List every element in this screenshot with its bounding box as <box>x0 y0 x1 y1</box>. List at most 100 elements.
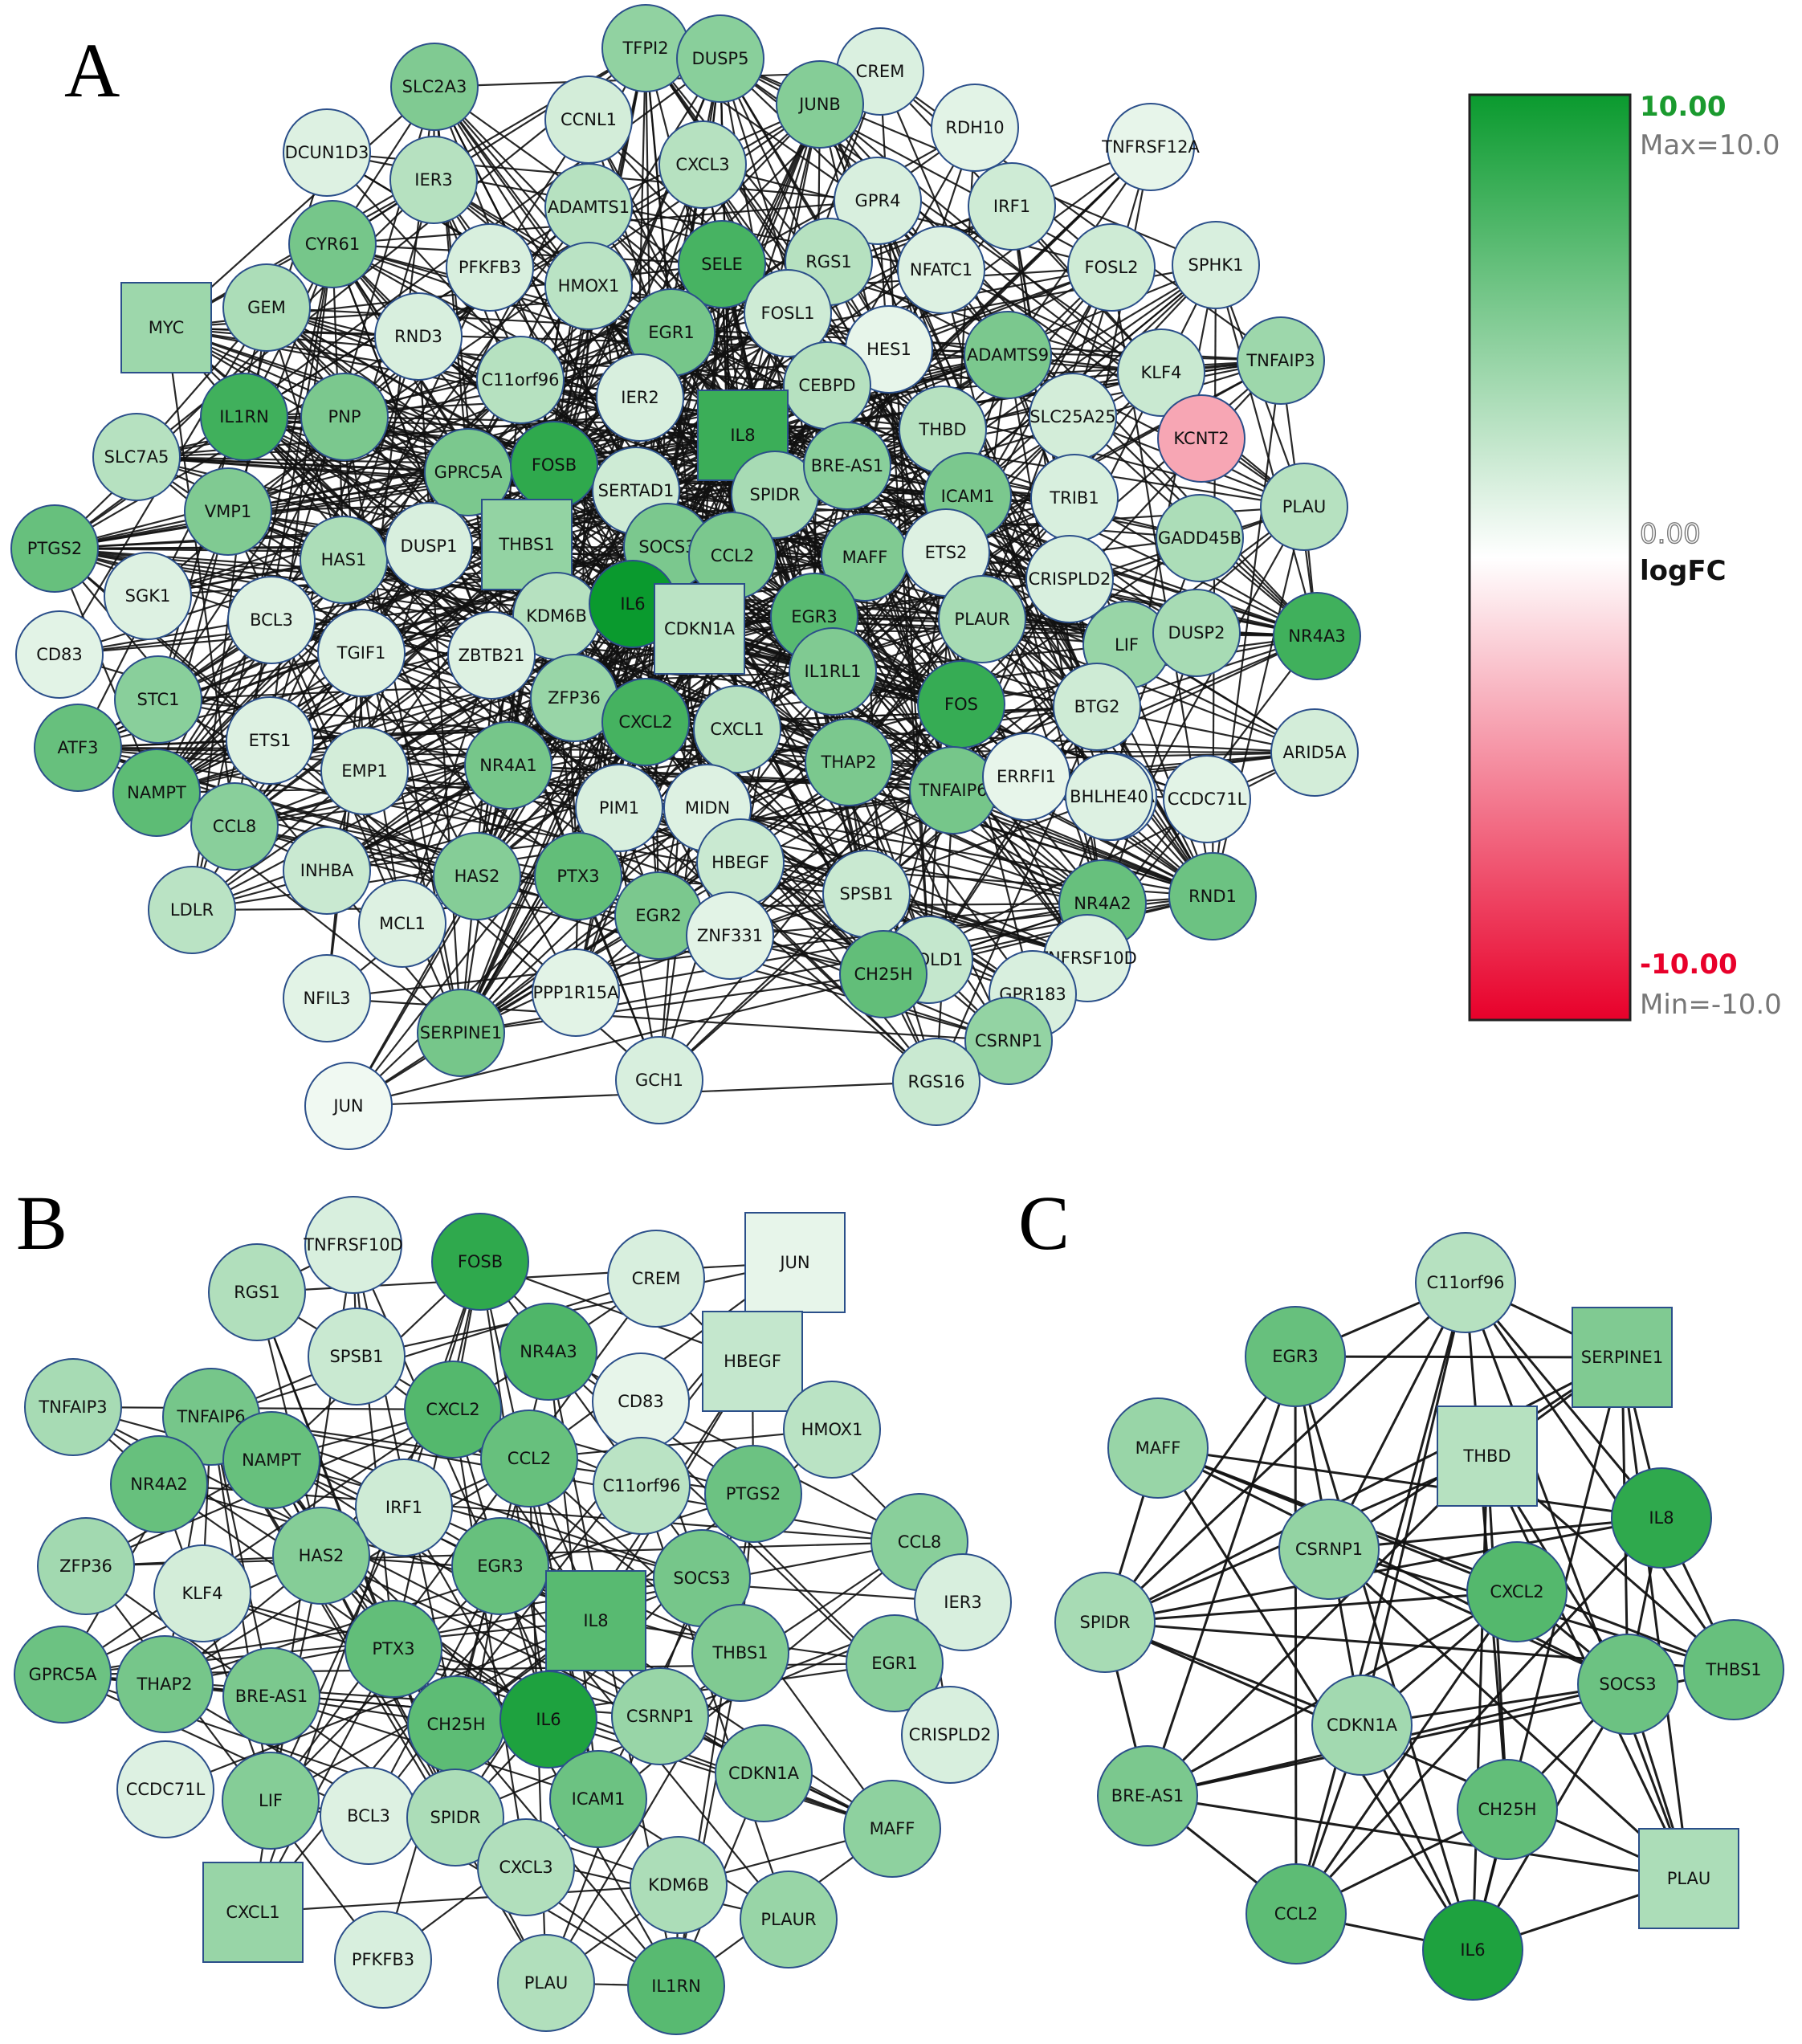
node-circle <box>358 879 446 968</box>
node-label: SERPINE1 <box>420 1023 502 1042</box>
node-label: PTX3 <box>372 1639 414 1658</box>
node-label: CXCL1 <box>710 720 764 739</box>
network-edge <box>658 465 849 1081</box>
node-label: NFIL3 <box>303 989 350 1008</box>
network-edge <box>165 326 1282 362</box>
node-label: TNFAIP6 <box>176 1407 245 1426</box>
network-edge <box>325 652 363 999</box>
node-label: SOCS3 <box>673 1569 730 1588</box>
node-label: CXCL2 <box>426 1400 479 1419</box>
gene-node-egr1: EGR1 <box>627 288 716 377</box>
node-label: CSRNP1 <box>975 1031 1042 1051</box>
node-circle <box>304 1062 393 1150</box>
node-label: THBD <box>1462 1446 1510 1466</box>
node-circle <box>744 269 832 357</box>
node-label: CD83 <box>618 1392 664 1411</box>
gene-node-cxcl3: CXCL3 <box>477 1818 575 1916</box>
network-edge <box>467 471 1103 904</box>
node-label: PLAU <box>524 1973 569 1993</box>
node-label: PLAUR <box>760 1910 816 1929</box>
node-circle <box>417 989 505 1077</box>
gene-node-hbegf: HBEGF <box>702 1311 803 1412</box>
node-circle <box>964 311 1052 399</box>
gene-node-stc1: STC1 <box>114 655 202 744</box>
gene-node-hmox1: HMOX1 <box>544 242 633 330</box>
node-label: RGS1 <box>234 1283 280 1302</box>
gene-node-gprc5a: GPRC5A <box>14 1626 112 1724</box>
node-label: KLF4 <box>1141 363 1182 382</box>
node-circle <box>222 1647 320 1745</box>
node-circle <box>615 1036 703 1124</box>
node-label: SPHK1 <box>1188 255 1244 275</box>
gene-node-cyr61: CYR61 <box>288 200 377 288</box>
gene-node-serpine1: SERPINE1 <box>417 989 505 1077</box>
node-circle <box>1270 708 1359 797</box>
gene-node-icam1: ICAM1 <box>549 1750 647 1848</box>
node-circle <box>892 1038 980 1126</box>
node-label: ETS2 <box>925 543 968 562</box>
node-square <box>654 583 745 675</box>
network-edge <box>1294 1356 1474 1951</box>
node-circle <box>658 120 747 209</box>
gene-node-pfkfb3: PFKFB3 <box>334 1911 432 2009</box>
gene-node-jun: JUN <box>304 1062 393 1150</box>
network-edge <box>1328 1516 1662 1551</box>
network-edge <box>1104 1356 1623 1624</box>
node-label: C11orf96 <box>603 1476 681 1495</box>
node-circle <box>477 1818 575 1916</box>
node-label: IL1RN <box>651 1977 701 1996</box>
gene-node-tnfrsf12a: TNFRSF12A <box>1101 103 1200 191</box>
gene-node-hmox1: HMOX1 <box>783 1381 881 1479</box>
gene-node-fosl2: FOSL2 <box>1067 223 1156 312</box>
network-edge <box>401 655 493 924</box>
node-circle <box>1025 535 1114 623</box>
gene-node-sele: SELE <box>678 220 766 308</box>
node-circle <box>92 413 181 501</box>
node-label: CCNL1 <box>561 110 617 129</box>
gene-node-ier3: IER3 <box>914 1553 1012 1651</box>
network-edge <box>1156 1447 1474 1951</box>
network-edge <box>156 71 881 794</box>
gene-node-slc2a3: SLC2A3 <box>390 43 479 131</box>
node-label: THBS1 <box>1705 1660 1761 1679</box>
node-circle <box>1168 852 1257 940</box>
node-label: IL6 <box>536 1710 561 1729</box>
node-label: MIDN <box>685 798 730 818</box>
node-circle <box>691 1604 789 1702</box>
node-label: EGR3 <box>791 607 838 626</box>
node-label: SLC7A5 <box>104 447 169 467</box>
node-label: CCL2 <box>1274 1904 1318 1924</box>
node-label: C11orf96 <box>482 370 560 390</box>
node-circle <box>1237 316 1325 405</box>
node-label: PTX3 <box>556 867 599 886</box>
node-circle <box>686 891 774 980</box>
gene-node-csrnp1: CSRNP1 <box>964 997 1053 1085</box>
node-label: RGS1 <box>805 252 852 271</box>
network-edge <box>1103 1281 1467 1624</box>
gene-node-thbs1: THBS1 <box>691 1604 789 1702</box>
node-circle <box>1246 1863 1347 1964</box>
network-edge <box>1464 1282 1509 1810</box>
gene-node-cd83: CD83 <box>592 1352 690 1450</box>
node-circle <box>272 1507 370 1605</box>
node-label: NFATC1 <box>910 260 972 279</box>
gene-node-serpine1: SERPINE1 <box>1572 1307 1673 1408</box>
node-label: PTGS2 <box>27 539 82 558</box>
gene-node-dusp1: DUSP1 <box>385 502 473 590</box>
node-label: CCDC71L <box>1168 789 1247 809</box>
network-edge <box>252 1883 679 1914</box>
node-label: DUSP2 <box>1168 623 1225 643</box>
node-circle <box>476 336 565 424</box>
gene-node-ccnl1: CCNL1 <box>544 75 633 164</box>
node-circle <box>627 1937 725 2035</box>
network-edge <box>1327 1548 1690 1880</box>
node-circle <box>1163 755 1251 843</box>
gene-node-il6: IL6 <box>1422 1899 1523 2001</box>
node-circle <box>300 373 389 461</box>
network-edge <box>356 1261 796 1358</box>
gene-node-mcl1: MCL1 <box>358 879 446 968</box>
node-label: KCNT2 <box>1173 429 1229 448</box>
node-label: LIF <box>1115 635 1139 655</box>
node-circle <box>116 1740 214 1838</box>
node-circle <box>1278 1499 1380 1600</box>
